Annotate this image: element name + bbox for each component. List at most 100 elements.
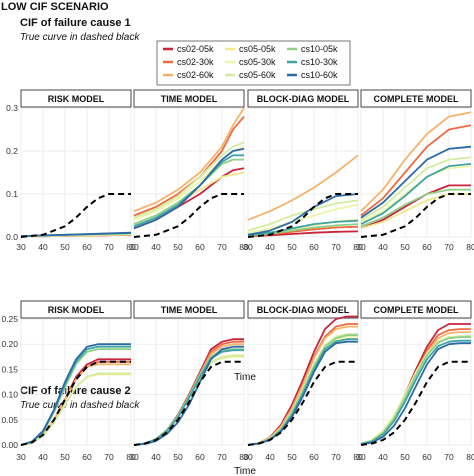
series-line-cs10-60k xyxy=(360,145,472,219)
x-tick-label: 40 xyxy=(265,452,275,462)
x-tick-label: 30 xyxy=(16,242,26,252)
legend-label-cs05-30k: cs05-30k xyxy=(239,57,276,67)
panel-strip-label: COMPLETE MODEL xyxy=(374,305,460,315)
series-line-cs05-05k xyxy=(360,335,471,445)
true-curve-line xyxy=(20,193,131,238)
series-line-cs05-60k xyxy=(133,141,245,219)
cif-cause-2-chart: RISK MODEL 30 40 50 60 70 80 0.00 0.05 0.10 0.15 0.… xyxy=(1,300,474,462)
x-tick-label: 50 xyxy=(287,452,297,462)
series-line-cs10-05k xyxy=(133,158,244,225)
legend-label-cs10-05k: cs10-05k xyxy=(301,44,338,54)
top-chart-subtitle: True curve in dashed black xyxy=(20,32,140,43)
cif-cause-1-chart: RISK MODEL 30 40 50 60 70 80 0.0 0.1 0.2 0.3 TIME M… xyxy=(6,89,474,252)
panel-strip-label: RISK MODEL xyxy=(48,305,105,315)
y-tick-label: 0.1 xyxy=(6,189,18,199)
x-tick-label: 30 xyxy=(129,452,139,462)
legend-label-cs02-05k: cs02-05k xyxy=(177,44,214,54)
series-line-cs10-30k xyxy=(247,219,359,236)
series-line-cs05-60k xyxy=(360,335,471,445)
x-tick-label: 60 xyxy=(82,242,92,252)
x-tick-label: 70 xyxy=(217,242,227,252)
x-tick-label: 70 xyxy=(331,452,341,462)
series-line-cs02-60k xyxy=(133,107,245,213)
series-line-cs10-05k xyxy=(247,334,358,446)
true-curve-line xyxy=(247,360,358,446)
gridlines xyxy=(20,107,132,238)
gridlines xyxy=(133,318,245,446)
x-tick-label: 30 xyxy=(243,242,253,252)
x-tick-label: 50 xyxy=(60,452,70,462)
series-line-cs10-60k xyxy=(247,193,359,236)
series-line-cs10-60k xyxy=(133,147,245,230)
series-line-cs10-60k xyxy=(20,231,132,237)
x-tick-label: 70 xyxy=(331,242,341,252)
series-line-cs10-05k xyxy=(360,188,471,228)
series-line-cs05-60k xyxy=(360,156,472,221)
x-tick-label: 80 xyxy=(239,452,249,462)
x-tick-label: 60 xyxy=(309,452,319,462)
x-tick-label: 40 xyxy=(38,242,48,252)
x-tick-label: 40 xyxy=(378,452,388,462)
legend-label-cs05-05k: cs05-05k xyxy=(239,44,276,54)
x-tick-label: 50 xyxy=(60,242,70,252)
legend-label-cs02-60k: cs02-60k xyxy=(177,70,214,80)
series-line-cs02-05k xyxy=(133,338,244,446)
bottom-x-axis-label: Time xyxy=(234,466,256,476)
y-tick-label: 0.10 xyxy=(1,390,18,400)
x-tick-label: 80 xyxy=(353,242,363,252)
gridlines xyxy=(133,107,245,238)
x-tick-label: 30 xyxy=(129,242,139,252)
series-line-cs05-60k xyxy=(247,199,359,232)
x-tick-label: 30 xyxy=(243,452,253,462)
x-tick-label: 50 xyxy=(173,242,183,252)
series-line-cs10-30k xyxy=(247,338,358,446)
y-tick-label: 0.3 xyxy=(6,103,18,113)
true-curve-line xyxy=(20,360,131,446)
bottom-chart-title: CIF of failure cause 2 xyxy=(20,385,131,397)
panel-strip-label: TIME MODEL xyxy=(161,305,218,315)
x-tick-label: 40 xyxy=(151,242,161,252)
x-tick-label: 40 xyxy=(151,452,161,462)
gridlines xyxy=(360,107,472,238)
series-line-cs10-60k xyxy=(360,342,471,446)
series-line-cs02-60k xyxy=(247,154,359,221)
x-tick-label: 50 xyxy=(400,452,410,462)
panel-time-model: TIME MODEL 30 40 50 60 70 80 xyxy=(129,89,249,252)
y-tick-label: 0.0 xyxy=(6,232,18,242)
x-tick-label: 80 xyxy=(239,242,249,252)
x-tick-label: 80 xyxy=(466,452,474,462)
series-line-cs05-30k xyxy=(360,336,471,445)
top-x-axis-label: Time xyxy=(234,372,256,383)
x-tick-label: 80 xyxy=(126,242,136,252)
panel-strip-label: RISK MODEL xyxy=(48,94,105,104)
panel-strip xyxy=(20,300,132,319)
series-line-cs02-60k xyxy=(360,331,471,445)
x-tick-label: 30 xyxy=(16,452,26,462)
figure-title: LOW CIF SCENARIO xyxy=(1,1,109,13)
legend-label-cs10-30k: cs10-30k xyxy=(301,57,338,67)
x-tick-label: 50 xyxy=(173,452,183,462)
true-curve-line xyxy=(360,193,471,238)
panel-strip xyxy=(133,89,245,108)
series-line-cs05-30k xyxy=(247,203,359,234)
x-tick-label: 60 xyxy=(195,242,205,252)
panel-block-diag-model: BLOCK-DIAG MODEL 30 40 50 60 70 80 xyxy=(243,89,363,252)
panel-strip-label: TIME MODEL xyxy=(161,94,218,104)
x-tick-label: 70 xyxy=(217,452,227,462)
true-curve-line xyxy=(247,193,358,238)
y-tick-label: 0.05 xyxy=(1,415,18,425)
series-line-cs05-60k xyxy=(20,372,131,446)
x-tick-label: 60 xyxy=(422,242,432,252)
series-line-cs10-60k xyxy=(133,345,244,446)
x-tick-label: 70 xyxy=(104,452,114,462)
x-tick-label: 30 xyxy=(356,452,366,462)
x-tick-label: 40 xyxy=(378,242,388,252)
legend-box xyxy=(156,40,351,86)
panel-strip-label: BLOCK-DIAG MODEL xyxy=(257,305,350,315)
x-tick-label: 60 xyxy=(309,242,319,252)
series-line-cs10-60k xyxy=(20,343,131,446)
x-tick-label: 40 xyxy=(265,242,275,252)
panel-strip xyxy=(247,89,359,108)
legend-label-cs05-60k: cs05-60k xyxy=(239,70,276,80)
x-tick-label: 50 xyxy=(400,242,410,252)
